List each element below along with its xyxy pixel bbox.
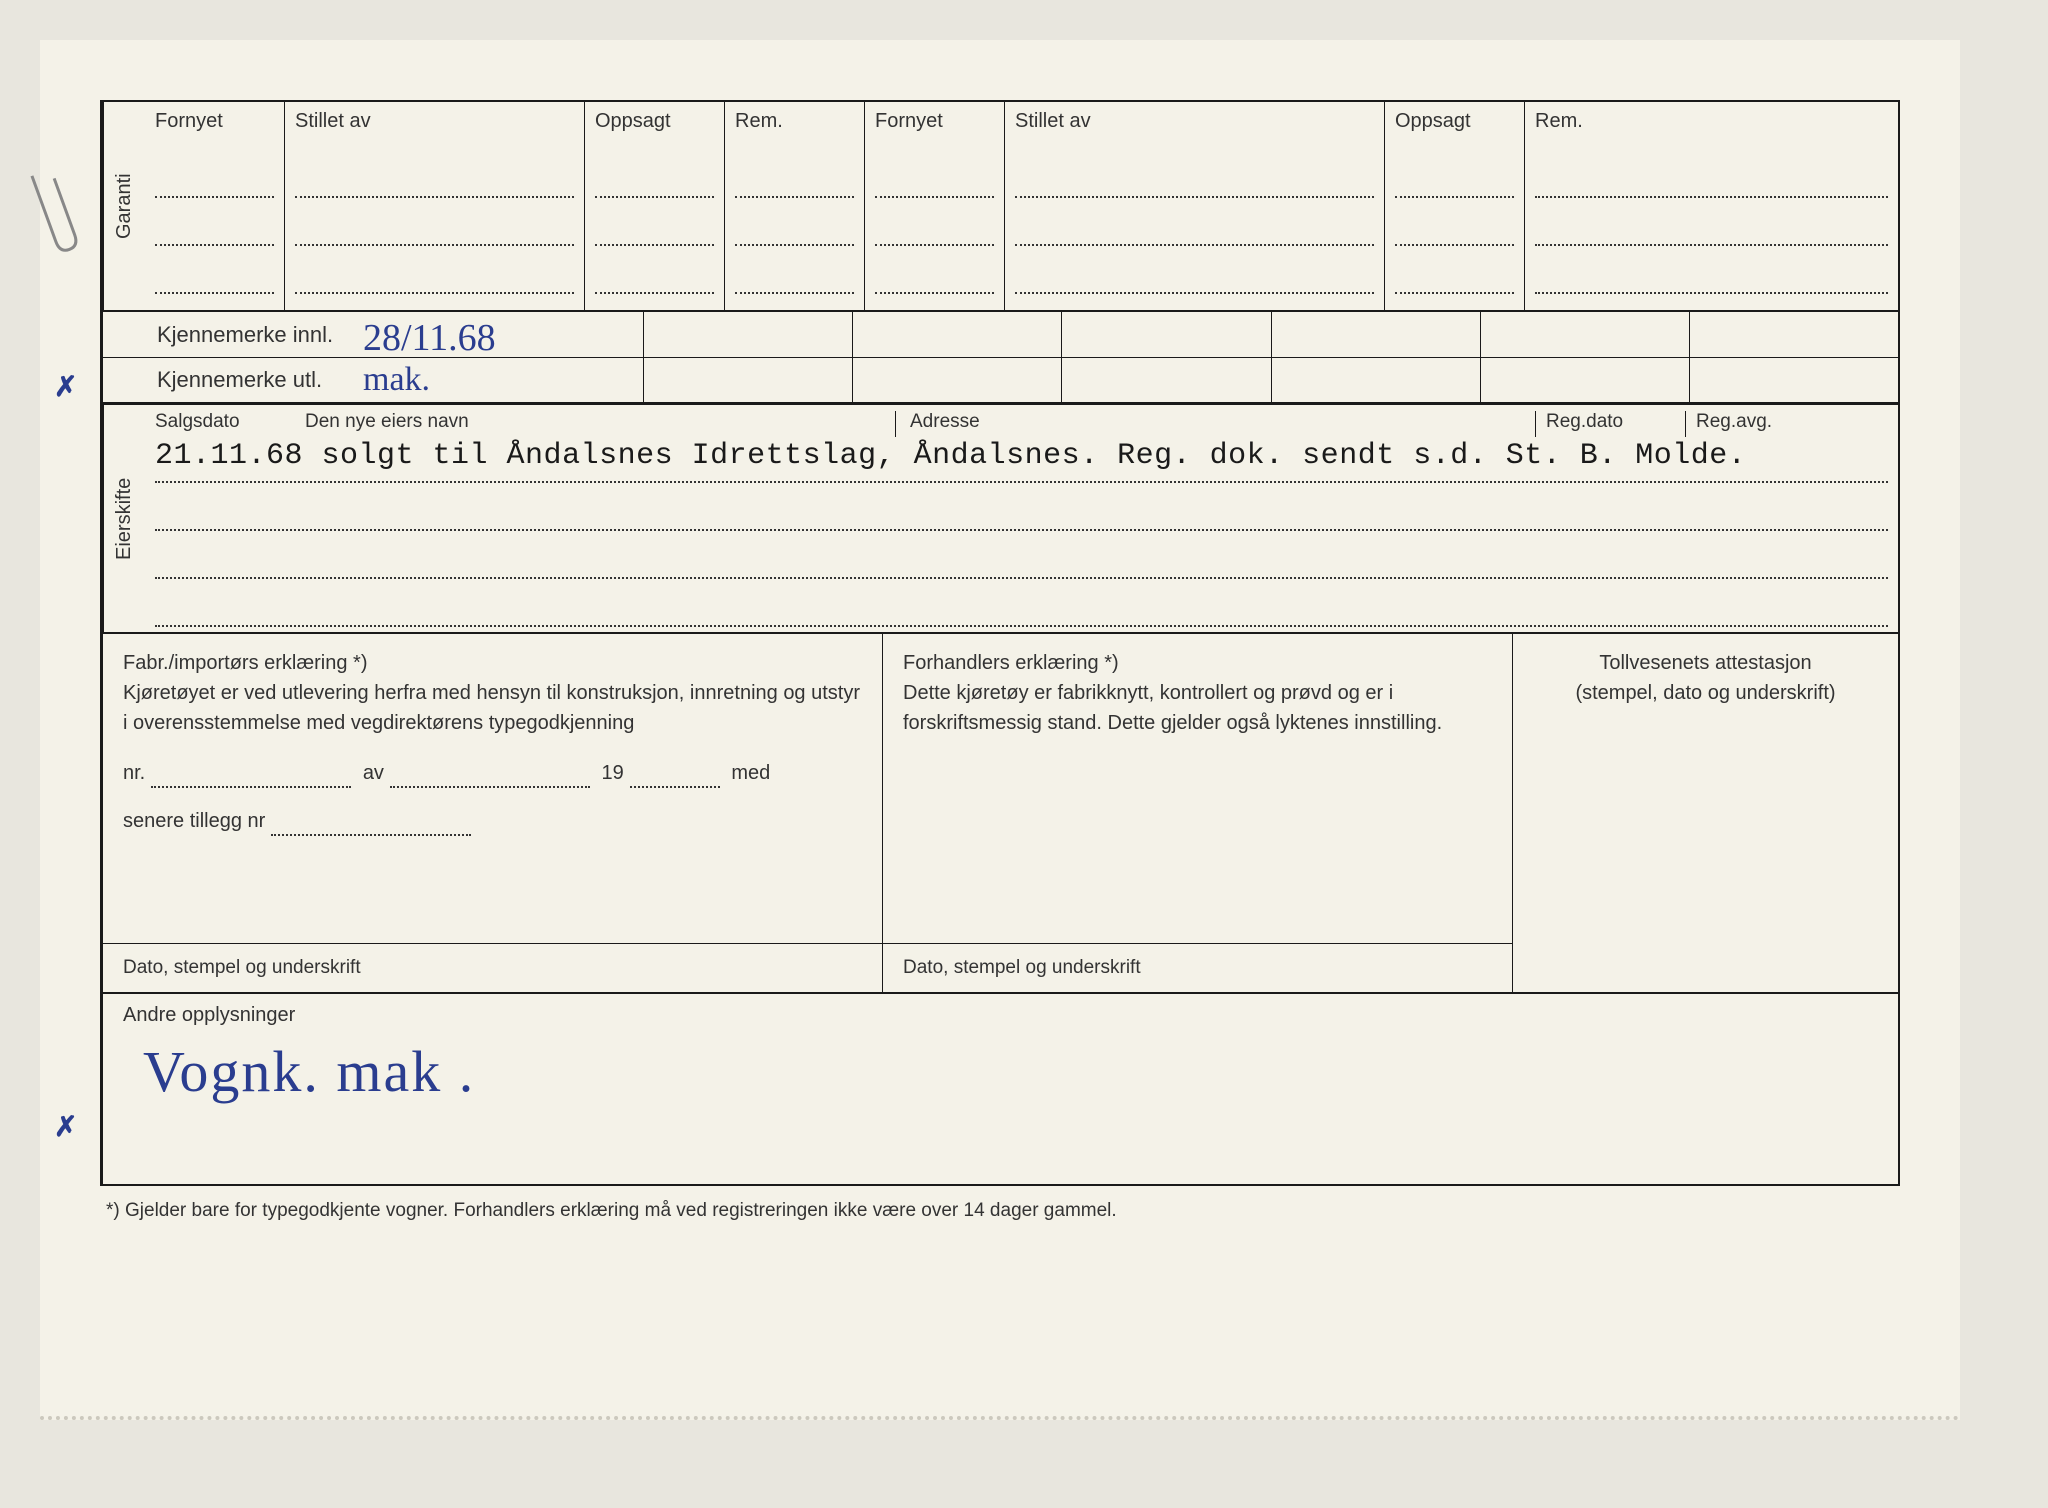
andre-label: Andre opplysninger xyxy=(123,1004,295,1026)
section-garanti: Garanti Fornyet Stillet av Oppsagt Rem. … xyxy=(103,102,1898,312)
col-stillet-1: Stillet av xyxy=(285,102,585,310)
margin-mark-1: ✗ xyxy=(54,370,77,404)
form-table: Garanti Fornyet Stillet av Oppsagt Rem. … xyxy=(100,100,1900,1186)
toll-attestation: Tollvesenets attestasjon (stempel, dato … xyxy=(1513,634,1898,992)
fabr-declaration: Fabr./importørs erklæring *) Kjøretøyet … xyxy=(103,634,883,992)
kjenn-innl-value: 28/11.68 xyxy=(363,316,496,360)
col-fornyet-2: Fornyet xyxy=(865,102,1005,310)
hd-adresse: Adresse xyxy=(895,411,1535,437)
forhandler-title: Forhandlers erklæring *) xyxy=(903,648,1492,678)
col-rem-1: Rem. xyxy=(725,102,865,310)
col-rem-2: Rem. xyxy=(1525,102,1898,310)
hd-regavg: Reg.avg. xyxy=(1685,411,1898,437)
hd-regdato: Reg.dato xyxy=(1535,411,1685,437)
footnote: *) Gjelder bare for typegodkjente vogner… xyxy=(100,1200,1900,1222)
kjennemerke-utl-row: Kjennemerke utl. mak. xyxy=(103,358,1898,404)
fabr-body: Kjøretøyet er ved utlevering herfra med … xyxy=(123,678,862,738)
col-fornyet-1: Fornyet xyxy=(145,102,285,310)
col-stillet-2: Stillet av xyxy=(1005,102,1385,310)
kjennemerke-innl-row: Kjennemerke innl. 28/11.68 xyxy=(103,312,1898,358)
fabr-title: Fabr./importørs erklæring *) xyxy=(123,648,862,678)
col-oppsagt-1: Oppsagt xyxy=(585,102,725,310)
andre-handwritten: Vognk. mak . xyxy=(143,1038,475,1105)
toll-subtitle: (stempel, dato og underskrift) xyxy=(1533,678,1878,708)
forhandler-sign: Dato, stempel og underskrift xyxy=(883,943,1512,993)
eierskifte-label: Eierskifte xyxy=(103,405,145,632)
margin-mark-2: ✗ xyxy=(54,1110,77,1144)
section-declarations: Fabr./importørs erklæring *) Kjøretøyet … xyxy=(103,634,1898,994)
staple-icon xyxy=(14,154,95,265)
forhandler-body: Dette kjøretøy er fabrikknytt, kontrolle… xyxy=(903,678,1492,738)
col-oppsagt-2: Oppsagt xyxy=(1385,102,1525,310)
garanti-label: Garanti xyxy=(103,102,145,310)
kjenn-innl-label: Kjennemerke innl. xyxy=(157,322,333,347)
fabr-sign: Dato, stempel og underskrift xyxy=(103,943,882,993)
registration-card: ✗ ✗ Garanti Fornyet Stillet av Oppsagt R… xyxy=(40,40,1960,1420)
kjenn-utl-label: Kjennemerke utl. xyxy=(157,367,322,392)
hd-nye-eier: Den nye eiers navn xyxy=(295,411,895,437)
section-andre: Andre opplysninger Vognk. mak . xyxy=(103,994,1898,1184)
forhandler-declaration: Forhandlers erklæring *) Dette kjøretøy … xyxy=(883,634,1513,992)
hd-salgsdato: Salgsdato xyxy=(145,411,295,437)
toll-title: Tollvesenets attestasjon xyxy=(1533,648,1878,678)
kjenn-utl-value: mak. xyxy=(363,361,430,399)
section-eierskifte: Eierskifte Salgsdato Den nye eiers navn … xyxy=(103,404,1898,634)
